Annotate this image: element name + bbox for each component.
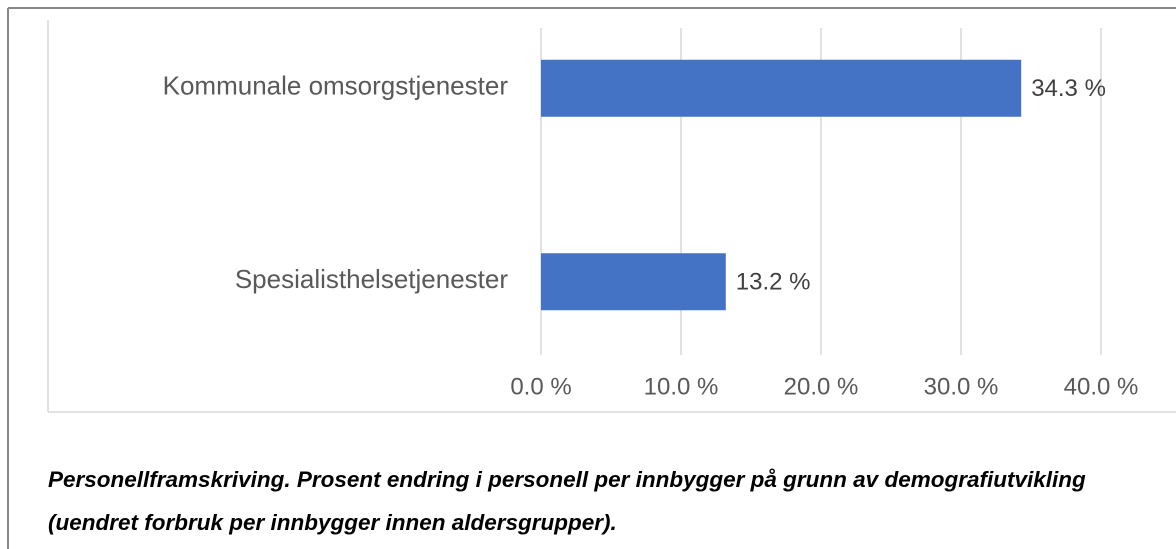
y-tick-label: Kommunale omsorgstjenester <box>163 71 509 101</box>
x-tick-label: 20.0 % <box>784 373 859 400</box>
value-label: 34.3 % <box>1031 75 1106 102</box>
x-tick-label: 40.0 % <box>1064 373 1139 400</box>
y-tick-label: Spesialisthelsetjenester <box>235 264 508 294</box>
x-tick-label: 30.0 % <box>924 373 999 400</box>
bar <box>541 253 726 311</box>
x-tick-label: 10.0 % <box>644 373 719 400</box>
bar <box>541 59 1022 117</box>
value-label: 13.2 % <box>736 269 811 296</box>
caption: Personellframskriving. Prosent endring i… <box>48 467 1086 535</box>
x-tick-label: 0.0 % <box>510 373 571 400</box>
